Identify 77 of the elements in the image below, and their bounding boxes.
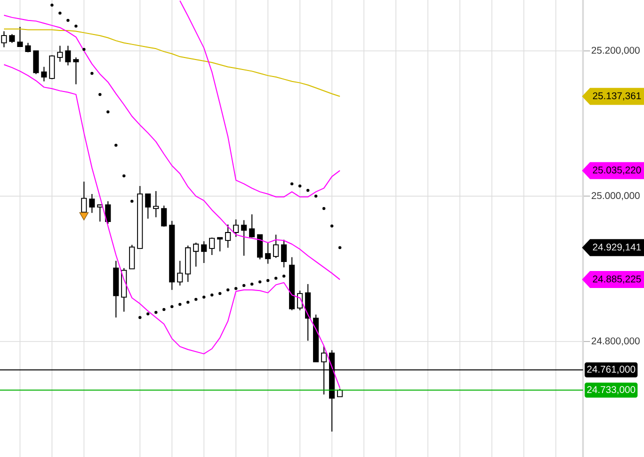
point <box>314 194 318 198</box>
text: 24.885,225 <box>592 276 641 284</box>
point <box>290 182 294 186</box>
point <box>186 300 190 304</box>
candlestick <box>249 214 255 238</box>
point <box>250 282 254 286</box>
candlestick <box>49 54 55 80</box>
candlestick <box>33 50 39 75</box>
point <box>306 188 310 192</box>
candlestick <box>273 234 279 258</box>
point <box>146 312 150 316</box>
candlestick <box>225 224 231 248</box>
candlestick <box>73 56 79 85</box>
point <box>266 278 270 282</box>
point <box>170 305 174 308</box>
candlestick <box>241 220 247 256</box>
point <box>194 298 198 301</box>
candlestick <box>145 193 151 220</box>
candlestick <box>193 242 199 268</box>
candlestick <box>25 42 31 53</box>
candlestick <box>177 260 183 286</box>
candlestick <box>281 239 287 268</box>
point <box>274 276 278 280</box>
point <box>162 308 166 312</box>
point <box>106 110 110 114</box>
y-tick-label: 24.800,000 <box>592 337 640 346</box>
point <box>82 48 86 51</box>
point <box>218 292 222 296</box>
candlestick <box>1 30 7 48</box>
point <box>79 212 89 220</box>
y-tick-label: 25.000,000 <box>592 192 640 200</box>
candlestick <box>57 45 63 62</box>
text: 24.929,141 <box>592 244 641 252</box>
point <box>282 274 286 278</box>
ref-line-label: 24.761,000 <box>587 366 636 374</box>
candlestick <box>129 244 135 270</box>
point <box>66 18 70 22</box>
point <box>138 316 142 319</box>
point <box>98 92 102 96</box>
point <box>50 4 54 7</box>
candlestick <box>265 242 271 264</box>
point <box>202 296 206 299</box>
point <box>226 288 230 292</box>
text: 25.137,361 <box>592 92 641 100</box>
point <box>90 72 94 75</box>
point <box>178 302 182 306</box>
point <box>114 144 118 147</box>
point <box>58 12 62 15</box>
candlestick <box>89 193 95 214</box>
candlestick <box>81 181 87 213</box>
point <box>242 284 246 288</box>
point <box>130 200 134 203</box>
point <box>298 184 302 188</box>
candlestick <box>233 218 239 238</box>
point <box>122 174 126 178</box>
candlestick <box>153 190 159 218</box>
candlestick <box>209 237 215 256</box>
candlestick <box>65 45 71 66</box>
candlestick <box>17 26 23 47</box>
candlestick <box>105 200 111 224</box>
point <box>338 246 342 250</box>
point <box>210 293 214 296</box>
point <box>330 224 334 228</box>
y-tick-label: 25.200,000 <box>592 46 640 55</box>
candlestick <box>257 234 263 260</box>
candlestick <box>201 240 207 264</box>
candlestick <box>41 66 47 82</box>
candlestick <box>97 204 103 222</box>
point <box>234 286 238 290</box>
point <box>154 310 158 314</box>
point <box>322 207 326 210</box>
ref-line-label: 24.733,000 <box>587 386 636 394</box>
candlestick <box>161 205 167 228</box>
text: 25.035,220 <box>592 166 641 175</box>
point <box>258 280 262 284</box>
point <box>74 24 78 28</box>
candlestick <box>217 237 223 252</box>
